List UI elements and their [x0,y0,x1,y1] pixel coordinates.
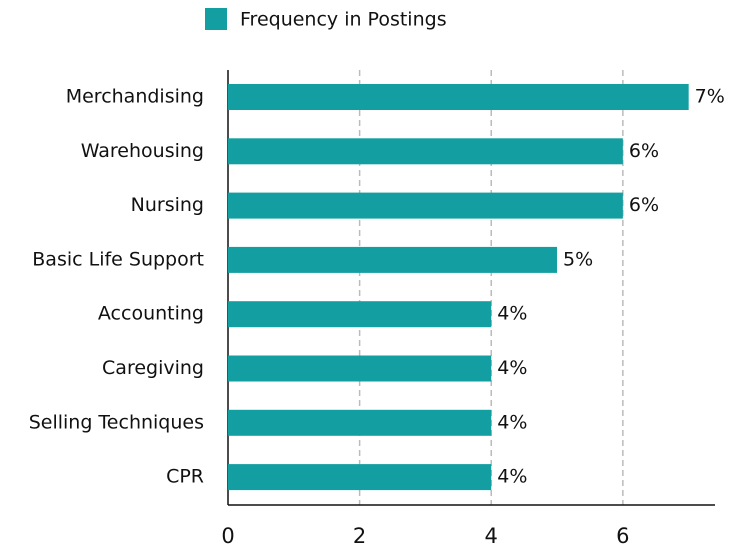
y-tick-label: Accounting [98,303,204,325]
legend-label: Frequency in Postings [240,9,447,31]
bar [228,355,492,382]
value-label: 5% [563,248,593,270]
value-label: 4% [497,411,527,433]
x-tick-label: 6 [616,524,629,548]
y-tick-label: Merchandising [66,86,204,108]
x-tick-label: 2 [353,524,366,548]
y-tick-label: CPR [166,466,204,488]
bar [228,84,689,110]
x-tick-label: 4 [485,524,498,548]
value-label: 6% [629,140,659,162]
y-tick-label: Warehousing [81,140,204,162]
bar [228,464,492,491]
bar [228,246,558,273]
y-tick-label: Nursing [131,194,204,216]
y-tick-label: Selling Techniques [29,411,204,433]
bar [228,192,623,219]
x-tick-label: 0 [221,524,234,548]
value-label: 6% [629,194,659,216]
value-label: 4% [497,466,527,488]
value-label: 4% [497,357,527,379]
bar [228,138,623,165]
bar [228,301,492,328]
bar [228,409,492,436]
y-tick-label: Caregiving [102,357,204,379]
value-label: 4% [497,303,527,325]
legend-swatch [205,8,227,30]
y-tick-label: Basic Life Support [32,248,204,270]
value-label: 7% [695,86,725,108]
